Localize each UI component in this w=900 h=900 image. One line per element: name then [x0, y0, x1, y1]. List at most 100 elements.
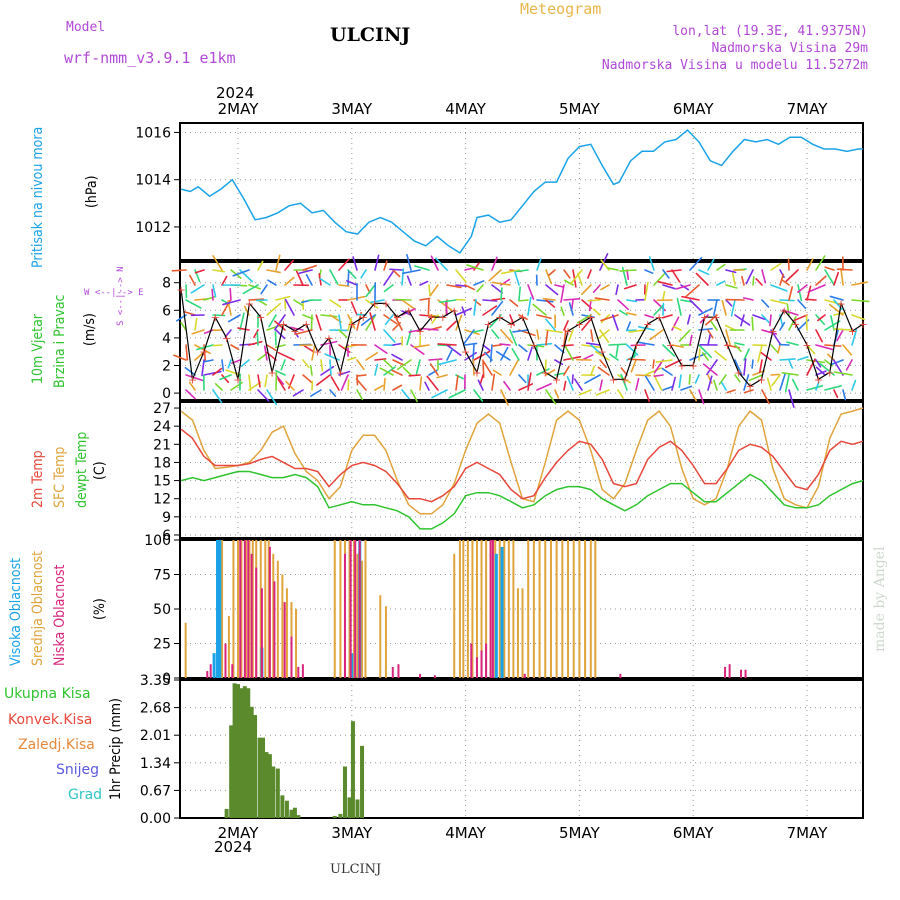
wind-arrow — [185, 299, 202, 309]
wind-arrow — [563, 329, 567, 346]
wind-arrow — [600, 284, 610, 291]
wind-arrow — [585, 342, 601, 346]
mid-cloud-bar — [364, 540, 367, 678]
wind-arrow — [285, 380, 295, 391]
wind-arrow — [527, 372, 532, 391]
elevation: Nadmorska Visina 29m — [711, 41, 868, 56]
wind-arrow — [413, 344, 430, 349]
wind-arrow — [785, 269, 799, 282]
wind-arrow — [578, 389, 592, 396]
wind-arrow — [554, 284, 564, 288]
day-label-top: 5MAY — [559, 100, 601, 118]
wind-arrow — [615, 284, 619, 296]
wind-arrow — [563, 365, 570, 376]
wind-arrow — [828, 303, 844, 316]
wind-arrow — [545, 389, 557, 405]
wind-arrow — [710, 320, 718, 331]
wind-arrow — [840, 267, 844, 286]
wind-arrow — [479, 374, 484, 386]
wind-arrow — [503, 380, 511, 391]
wind-arrow — [237, 327, 250, 331]
wind-arrow — [755, 278, 763, 286]
wind-arrow — [488, 269, 502, 282]
low-cloud-bar — [297, 666, 300, 678]
wind-arrow — [743, 348, 750, 361]
wind-arrow — [851, 299, 870, 303]
wind-arrow — [392, 269, 401, 278]
wind-arrow — [211, 288, 214, 301]
tick-label-y: 12 — [153, 492, 171, 508]
wind-arrow — [330, 376, 340, 391]
wind-arrow — [329, 269, 339, 285]
wind-arrow — [836, 268, 853, 271]
wind-arrow — [185, 374, 204, 382]
wind-arrow — [617, 299, 630, 311]
tick-label-y: 2.68 — [140, 701, 171, 717]
tick-label-y: 27 — [153, 401, 171, 417]
wind-arrow — [509, 299, 519, 307]
precip-bar — [347, 797, 352, 818]
wind-arrow — [563, 297, 581, 301]
wind-arrow — [491, 256, 498, 271]
wind-arrow — [518, 286, 521, 301]
wind-arrow — [401, 299, 416, 310]
wind-arrow — [224, 329, 232, 338]
wind-arrow — [791, 378, 799, 391]
wind-speed-marker: + — [700, 311, 709, 324]
mid-cloud-bar — [339, 540, 342, 678]
wind-arrow — [653, 374, 663, 391]
wind-speed-marker: + — [620, 373, 629, 386]
mid-cloud-bar — [237, 540, 239, 678]
wind-arrow — [536, 342, 553, 346]
wind-arrow — [573, 378, 583, 391]
wind-compass-we: W <--|--> E — [84, 288, 144, 298]
wind-arrow — [536, 299, 554, 303]
wind-arrow — [391, 353, 403, 361]
wind-arrow — [734, 342, 745, 346]
wind-arrow — [698, 389, 705, 405]
wind-arrow — [483, 361, 493, 376]
wind-arrow — [536, 314, 552, 320]
wind-arrow — [689, 334, 693, 346]
precip-bar — [264, 752, 269, 818]
tick-label-y: 0 — [162, 386, 171, 402]
wind-arrow — [720, 381, 727, 391]
wind-arrow — [446, 284, 462, 289]
wind-speed-marker: + — [825, 366, 834, 379]
wind-arrow — [338, 314, 342, 330]
day-label-bottom: 6MAY — [673, 824, 715, 842]
mid-cloud-bar — [295, 609, 298, 678]
wind-arrow — [590, 365, 595, 376]
wind-speed-marker: + — [529, 339, 538, 352]
wind-arrow — [527, 296, 532, 316]
wind-arrow — [514, 271, 520, 286]
wind-arrow — [672, 325, 682, 331]
wind-arrow — [280, 359, 286, 371]
wind-arrow — [770, 262, 782, 271]
wind-arrow — [779, 273, 784, 286]
wind-arrow — [777, 344, 781, 354]
wind-arrow — [554, 389, 560, 399]
low-cloud-bar — [224, 643, 227, 678]
wind-arrow — [725, 299, 733, 307]
wind-arrow — [360, 269, 367, 279]
wind-arrow — [518, 344, 528, 353]
low-cloud-bar — [485, 643, 488, 678]
precip-bar — [242, 686, 247, 818]
wind-arrow — [383, 366, 396, 376]
wind-arrow — [500, 287, 503, 301]
wind-arrow — [731, 272, 736, 286]
wind-arrow — [374, 358, 387, 361]
mid-cloud-bar — [578, 540, 581, 678]
mid-cloud-bar — [361, 560, 364, 678]
wind-arrow — [383, 260, 388, 271]
wind-speed-marker: + — [848, 325, 857, 338]
tick-label-y: 50 — [153, 602, 171, 618]
wind-arrow — [689, 353, 706, 361]
wind-arrow — [623, 284, 637, 290]
tick-label-y: 6 — [162, 303, 171, 319]
wind-speed-marker: + — [347, 318, 356, 331]
wind-arrow — [194, 269, 205, 274]
wind-arrow — [554, 344, 565, 354]
mid-cloud-bar — [516, 588, 519, 678]
